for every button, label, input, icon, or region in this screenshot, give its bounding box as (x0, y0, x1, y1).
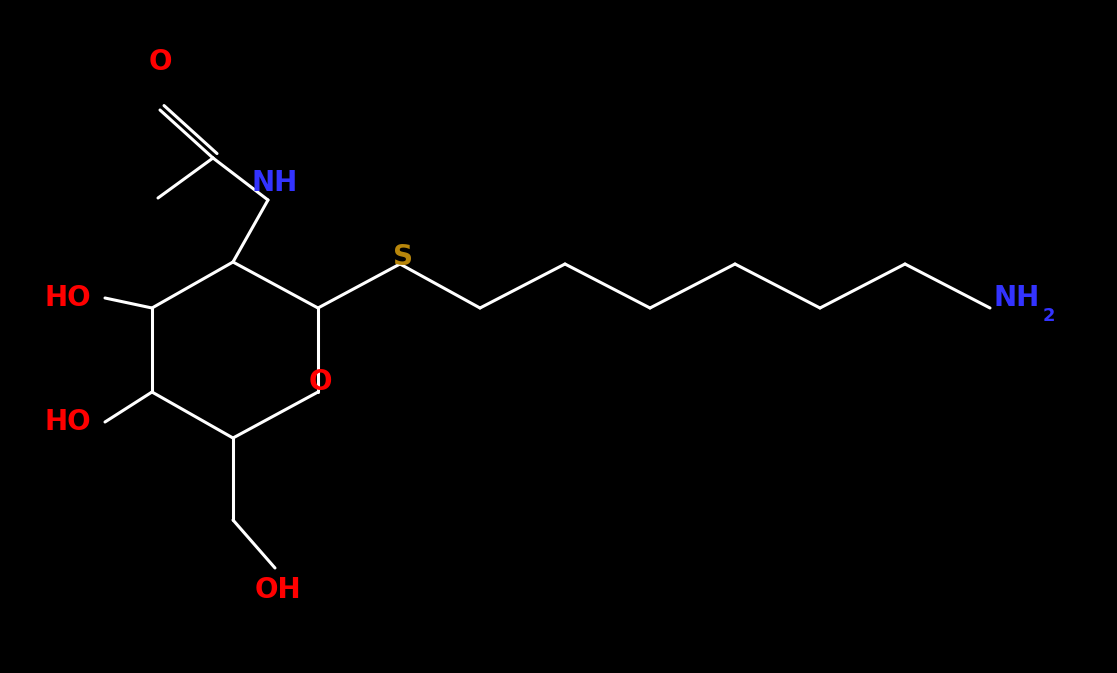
Text: O: O (149, 48, 172, 76)
Text: S: S (393, 243, 413, 271)
Text: NH: NH (251, 169, 298, 197)
Text: HO: HO (45, 284, 92, 312)
Text: OH: OH (255, 576, 302, 604)
Text: NH: NH (993, 284, 1039, 312)
Text: 2: 2 (1043, 307, 1056, 325)
Text: O: O (308, 368, 332, 396)
Text: HO: HO (45, 408, 92, 436)
